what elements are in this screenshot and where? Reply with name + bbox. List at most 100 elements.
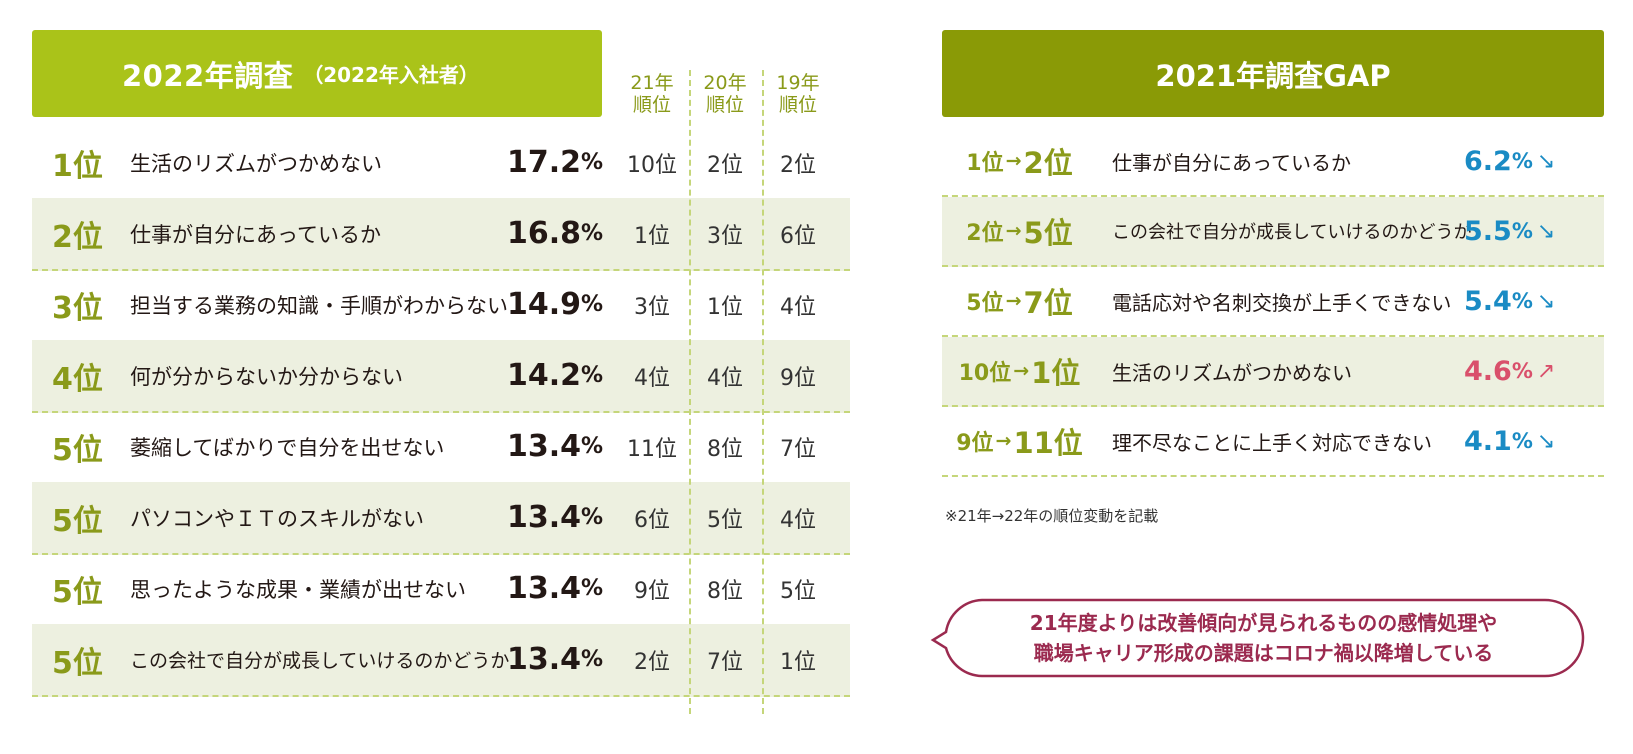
column-header-20-label: 順位 — [705, 94, 744, 116]
rank-2020: 8位 — [707, 578, 743, 604]
ranking-row: 5位 この会社で自分が成長していけるのかどうか 13.4% 2位 7位 1位 — [32, 624, 850, 697]
percentage-value: 17.2 — [507, 145, 582, 180]
ranking-row: 3位 担当する業務の知識・手順がわからない 14.9% 3位 1位 4位 — [32, 269, 850, 342]
rank-2021: 6位 — [634, 507, 670, 533]
percentage-value: 16.8 — [507, 216, 582, 251]
callout-text: 21年度よりは改善傾向が見られるものの感情処理や 職場キャリア形成の課題はコロナ… — [942, 597, 1585, 679]
gap-unit: % — [1511, 149, 1533, 173]
rank-to: 7位 — [1023, 286, 1073, 320]
gap-value: 4.6 — [1464, 355, 1512, 387]
column-header-21-year: 21年 — [630, 72, 674, 94]
rank-to: 2位 — [1023, 146, 1073, 180]
ranking-row: 2位 仕事が自分にあっているか 16.8% 1位 3位 6位 — [32, 198, 850, 271]
percentage-unit: % — [581, 363, 604, 388]
rank-2021: 11位 — [627, 436, 677, 462]
rank-2020: 1位 — [707, 294, 743, 320]
right-arrow-icon: → — [995, 430, 1012, 452]
concern-text: 仕事が自分にあっているか — [130, 222, 381, 247]
trend-arrow-icon: ↘ — [1536, 428, 1556, 454]
concern-text: 思ったような成果・業績が出せない — [130, 577, 466, 602]
trend-arrow-icon: ↗ — [1536, 358, 1556, 384]
gap-2021-header: 2021年調査GAP — [942, 30, 1604, 117]
rank-to: 11位 — [1013, 426, 1083, 460]
survey-2022-title: 2022年調査 — [122, 58, 294, 93]
concern-text: 担当する業務の知識・手順がわからない — [130, 293, 508, 318]
ranking-row: 4位 何が分からないか分からない 14.2% 4位 4位 9位 — [32, 340, 850, 413]
ranking-row: 5位 パソコンやＩＴのスキルがない 13.4% 6位 5位 4位 — [32, 482, 850, 555]
rank-2019: 5位 — [780, 578, 816, 604]
rank-change: 10位 → 1位 — [942, 337, 1097, 405]
rank-2019: 4位 — [780, 507, 816, 533]
rank-2020: 7位 — [707, 649, 743, 675]
rank-2021: 2位 — [634, 649, 670, 675]
percentage: 14.9% — [507, 269, 603, 340]
gap-value: 5.5 — [1464, 215, 1512, 247]
gap-percentage: 5.5% ↘ — [1464, 197, 1555, 265]
column-header-21-label: 順位 — [632, 94, 671, 116]
percentage-value: 14.2 — [507, 358, 582, 393]
callout-line-1: 21年度よりは改善傾向が見られるものの感情処理や — [1029, 611, 1498, 635]
gap-value: 4.1 — [1464, 425, 1512, 457]
rank-2020: 4位 — [707, 365, 743, 391]
gap-unit: % — [1511, 219, 1533, 243]
percentage-value: 13.4 — [507, 500, 582, 535]
percentage-value: 13.4 — [507, 571, 582, 606]
rank-2019: 1位 — [780, 649, 816, 675]
rank-2021: 9位 — [634, 578, 670, 604]
gap-percentage: 4.1% ↘ — [1464, 407, 1555, 475]
rank-change: 1位 → 2位 — [942, 127, 1097, 195]
percentage-unit: % — [581, 576, 604, 601]
column-header-19-label: 順位 — [778, 94, 817, 116]
concern-text: パソコンやＩＴのスキルがない — [130, 506, 424, 531]
rank-label: 5位 — [52, 574, 103, 610]
ranking-row: 5位 萎縮してばかりで自分を出せない 13.4% 11位 8位 7位 — [32, 411, 850, 484]
percentage-value: 13.4 — [507, 642, 582, 677]
rank-from: 2位 — [966, 221, 1004, 246]
percentage-unit: % — [581, 292, 604, 317]
rank-2020: 8位 — [707, 436, 743, 462]
gap-2021-title: 2021年調査GAP — [1155, 58, 1391, 93]
right-arrow-icon: → — [1005, 220, 1022, 242]
gap-percentage: 6.2% ↘ — [1464, 127, 1555, 195]
gap-value: 5.4 — [1464, 285, 1512, 317]
callout-bubble-shape — [930, 598, 1585, 678]
concern-text: この会社で自分が成長していけるのかどうか — [130, 650, 510, 672]
rank-2019: 9位 — [780, 365, 816, 391]
percentage-value: 13.4 — [507, 429, 582, 464]
percentage: 13.4% — [507, 482, 603, 553]
rank-label: 5位 — [52, 432, 103, 468]
column-header-19: 19年 順位 — [763, 72, 833, 116]
rank-to: 1位 — [1031, 356, 1081, 390]
percentage-unit: % — [581, 434, 604, 459]
gap-unit: % — [1511, 429, 1533, 453]
rank-2019: 2位 — [780, 152, 816, 178]
percentage: 17.2% — [507, 127, 603, 198]
rank-2019: 6位 — [780, 223, 816, 249]
percentage: 16.8% — [507, 198, 603, 269]
trend-arrow-icon: ↘ — [1536, 288, 1556, 314]
rank-change: 2位 → 5位 — [942, 197, 1097, 265]
rank-2021: 1位 — [634, 223, 670, 249]
ranking-row: 5位 思ったような成果・業績が出せない 13.4% 9位 8位 5位 — [32, 553, 850, 626]
rank-from: 10位 — [958, 361, 1012, 386]
column-divider — [689, 70, 691, 714]
percentage-value: 14.9 — [507, 287, 582, 322]
concern-text: 生活のリズムがつかめない — [130, 151, 382, 176]
right-arrow-icon: → — [1005, 150, 1022, 172]
right-arrow-icon: → — [1013, 360, 1030, 382]
percentage-unit: % — [581, 647, 604, 672]
gap-row: 5位 → 7位 電話応対や名刺交換が上手くできない 5.4% ↘ — [942, 267, 1604, 337]
rank-2021: 10位 — [627, 152, 677, 178]
rank-change: 9位 → 11位 — [942, 407, 1097, 475]
rank-2021: 3位 — [634, 294, 670, 320]
callout-bubble: 21年度よりは改善傾向が見られるものの感情処理や 職場キャリア形成の課題はコロナ… — [930, 597, 1585, 679]
gap-row: 9位 → 11位 理不尽なことに上手く対応できない 4.1% ↘ — [942, 407, 1604, 477]
gap-row: 10位 → 1位 生活のリズムがつかめない 4.6% ↗ — [942, 337, 1604, 407]
column-header-21: 21年 順位 — [617, 72, 687, 116]
trend-arrow-icon: ↘ — [1536, 148, 1556, 174]
rank-from: 9位 — [956, 431, 994, 456]
rank-change-note: ※21年→22年の順位変動を記載 — [945, 507, 1159, 525]
percentage: 14.2% — [507, 340, 603, 411]
rank-2020: 3位 — [707, 223, 743, 249]
survey-2022-header: 2022年調査 （2022年入社者） — [32, 30, 602, 117]
